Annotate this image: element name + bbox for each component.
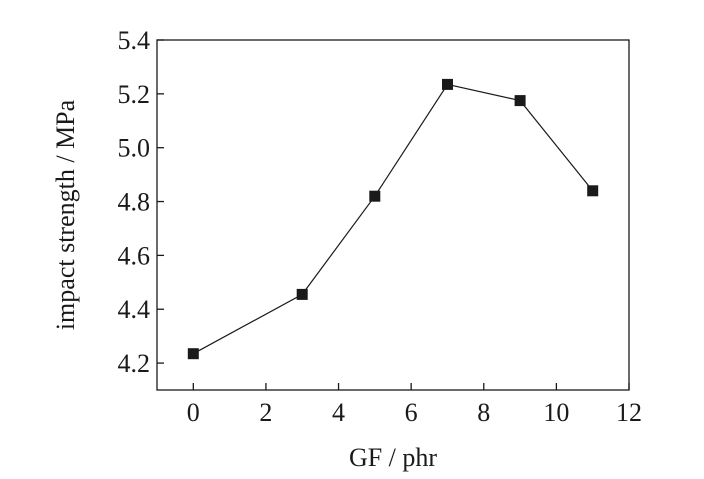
tick-layer: 0 2 4 6 8 10 12 4.2 4.4 4.6 4.8 5.0 5.2 5.4 [118, 26, 643, 427]
x-tick-label: 0 [187, 398, 200, 427]
x-tick-label: 6 [405, 398, 418, 427]
data-point-marker [587, 185, 599, 197]
y-tick-label: 4.6 [118, 241, 151, 270]
data-point-marker [369, 190, 381, 202]
data-point-marker [296, 288, 308, 300]
x-axis-title: GF / phr [349, 443, 437, 472]
y-tick-label: 4.2 [118, 349, 151, 378]
series-layer [187, 78, 599, 360]
y-axis-title: impact strength / MPa [51, 99, 80, 330]
y-tick-label: 5.2 [118, 80, 151, 109]
x-tick-label: 10 [543, 398, 569, 427]
data-point-marker [187, 348, 199, 360]
plot-frame [156, 39, 630, 391]
y-tick-label: 5.0 [118, 134, 151, 163]
x-tick-label: 4 [332, 398, 345, 427]
x-tick-label: 8 [477, 398, 490, 427]
x-tick-label: 12 [616, 398, 642, 427]
y-tick-label: 4.8 [118, 188, 151, 217]
series-line [193, 83, 594, 355]
data-point-marker [514, 95, 526, 107]
y-tick-label: 5.4 [118, 26, 151, 55]
y-tick-label: 4.4 [118, 295, 151, 324]
x-tick-label: 2 [259, 398, 272, 427]
data-point-marker [442, 78, 453, 90]
